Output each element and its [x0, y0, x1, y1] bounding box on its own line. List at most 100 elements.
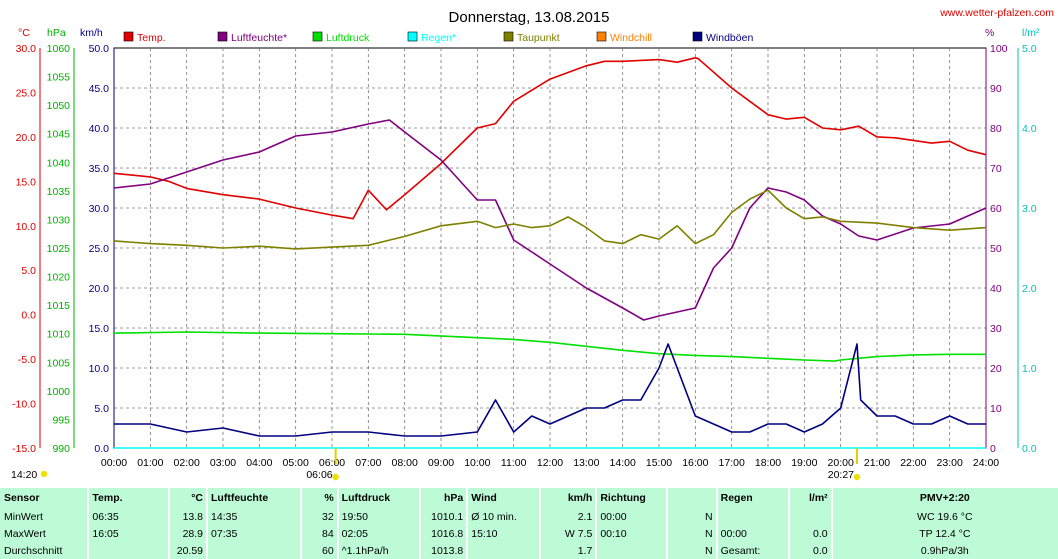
x-tick-label: 13:00	[573, 457, 599, 469]
humidity-tick-label: 80	[990, 123, 1002, 135]
stats-row: MaxWert 16:05 28.9 07:35 84 02:05 1016.8 15:10 W…	[1, 525, 1057, 542]
x-tick-label: 14:00	[610, 457, 636, 469]
sun-markers: 06:06 20:27 14:20	[11, 448, 861, 481]
stats-cell	[88, 542, 171, 559]
stats-cell	[716, 508, 790, 525]
pressure-tick-label: 995	[52, 414, 70, 426]
pressure-tick-label: 1015	[47, 300, 71, 312]
sunset-time: 20:27	[828, 469, 854, 481]
pressure-tick-label: 1040	[47, 157, 71, 169]
legend-label: Taupunkt	[517, 32, 560, 44]
stats-cell: ^1.1hPa/h	[337, 542, 421, 559]
series-lines	[113, 56, 987, 449]
legend-swatch	[692, 31, 703, 42]
stats-cell: Luftfeuchte	[207, 488, 302, 508]
x-tick-label: 11:00	[501, 457, 527, 469]
chart-title: Donnerstag, 13.08.2015	[449, 9, 610, 26]
temp-tick-label: 20.0	[16, 132, 37, 144]
stats-cell: W 7.5	[539, 525, 598, 542]
humidity-tick-label: 90	[990, 83, 1002, 95]
stats-cell	[667, 488, 718, 508]
stats-cell: 0.0	[788, 542, 833, 559]
stats-table: Sensor Temp. °C Luftfeuchte% Luftdruck hPa Win…	[1, 488, 1057, 559]
stats-cell: 0.0	[788, 525, 833, 542]
legend-label: Regen*	[421, 32, 456, 44]
axes: 30.0 25.0 20.0 15.0 10.0 5.0 0.0 -5.0 -10.0 -15.0…	[12, 43, 1037, 469]
stats-cell: WC 19.6 °C	[917, 510, 973, 523]
temp-tick-label: 30.0	[16, 43, 37, 55]
pressure-tick-label: 1000	[47, 386, 71, 398]
humidity-tick-label: 30	[990, 323, 1002, 335]
x-tick-label: 03:00	[210, 457, 236, 469]
x-tick-label: 18:00	[755, 457, 781, 469]
legend-item: Luftdruck	[312, 31, 370, 44]
wind-tick-label: 15.0	[89, 323, 110, 335]
series-line	[113, 119, 987, 321]
stats-cell: Sensor	[1, 488, 90, 508]
rain-tick-label: 3.0	[1022, 203, 1037, 215]
legend-label: Windböen	[706, 32, 753, 44]
temp-tick-label: -5.0	[18, 354, 36, 366]
legend-swatch	[312, 31, 323, 42]
humidity-tick-label: 10	[990, 403, 1002, 415]
stats-header-row: Sensor Temp. °C Luftfeuchte% Luftdruck hPa Win…	[1, 488, 1057, 508]
wind-tick-label: 30.0	[89, 203, 110, 215]
stats-cell: 02:05	[337, 525, 421, 542]
wind-tick-label: 20.0	[89, 283, 110, 295]
stats-cell: Ø 10 min.	[467, 508, 541, 525]
temp-tick-label: 0.0	[21, 310, 36, 322]
wind-tick-label: 50.0	[89, 43, 110, 55]
stats-cell: hPa	[419, 488, 469, 508]
temp-unit: °C	[18, 27, 30, 39]
stats-cell: l/m²	[788, 488, 833, 508]
rain-unit: l/m²	[1022, 27, 1040, 39]
stats-cell: 2.1	[539, 508, 598, 525]
stats-cell: 15:10	[467, 525, 541, 542]
stats-cell: 00:00	[716, 525, 790, 542]
x-tick-label: 21:00	[864, 457, 890, 469]
x-tick-label: 16:00	[682, 457, 708, 469]
stats-row: MinWert 06:35 13.8 14:35 32 19:50 1010.1 Ø 10 m…	[1, 508, 1057, 525]
stats-cell: PMV+2:20	[919, 492, 970, 504]
x-tick-label: 10:00	[464, 457, 490, 469]
x-tick-label: 12:00	[537, 457, 563, 469]
series-line	[113, 331, 986, 362]
pressure-unit: hPa	[47, 27, 66, 39]
stats-cell: 07:35	[207, 525, 302, 542]
stats-cell: MinWert	[1, 508, 90, 525]
stats-cell: 1013.8	[419, 542, 469, 559]
moonrise-time: 14:20	[11, 469, 37, 481]
stats-cell: %	[300, 488, 339, 508]
stats-cell: N	[667, 508, 718, 525]
legend-label: Temp.	[137, 32, 166, 44]
sunset-sun-icon	[853, 473, 861, 481]
stats-row: Durchschnitt 20.59 60 ^1.1hPa/h 1013.8 1.7 N Ge…	[1, 542, 1057, 559]
legend-item: Luftfeuchte*	[217, 31, 287, 44]
rain-tick-label: 1.0	[1022, 363, 1037, 375]
pressure-tick-label: 1030	[47, 214, 71, 226]
humidity-tick-label: 60	[990, 203, 1002, 215]
stats-cell: TP 12.4 °C	[919, 527, 971, 540]
stats-cell: 20.59	[169, 542, 209, 559]
stats-cell: Temp.	[88, 488, 171, 508]
x-tick-label: 20:00	[828, 457, 854, 469]
stats-cell: km/h	[539, 488, 598, 508]
humidity-tick-label: 70	[990, 163, 1002, 175]
stats-cell: 19:50	[337, 508, 421, 525]
x-tick-label: 19:00	[791, 457, 817, 469]
x-tick-label: 22:00	[900, 457, 926, 469]
stats-cell: 0.9hPa/3h	[920, 544, 969, 557]
humidity-tick-label: 100	[990, 43, 1008, 55]
x-tick-label: 15:00	[646, 457, 672, 469]
stats-cell: MaxWert	[1, 525, 90, 542]
series-line	[113, 56, 987, 220]
series-line	[114, 343, 986, 437]
series-line	[113, 189, 987, 250]
x-tick-label: 06:00	[319, 457, 345, 469]
wind-tick-label: 10.0	[89, 363, 110, 375]
x-tick-label: 23:00	[937, 457, 963, 469]
wind-tick-label: 25.0	[89, 243, 110, 255]
stats-cell: 06:35	[88, 508, 171, 525]
x-tick-label: 17:00	[719, 457, 745, 469]
x-tick-label: 09:00	[428, 457, 454, 469]
